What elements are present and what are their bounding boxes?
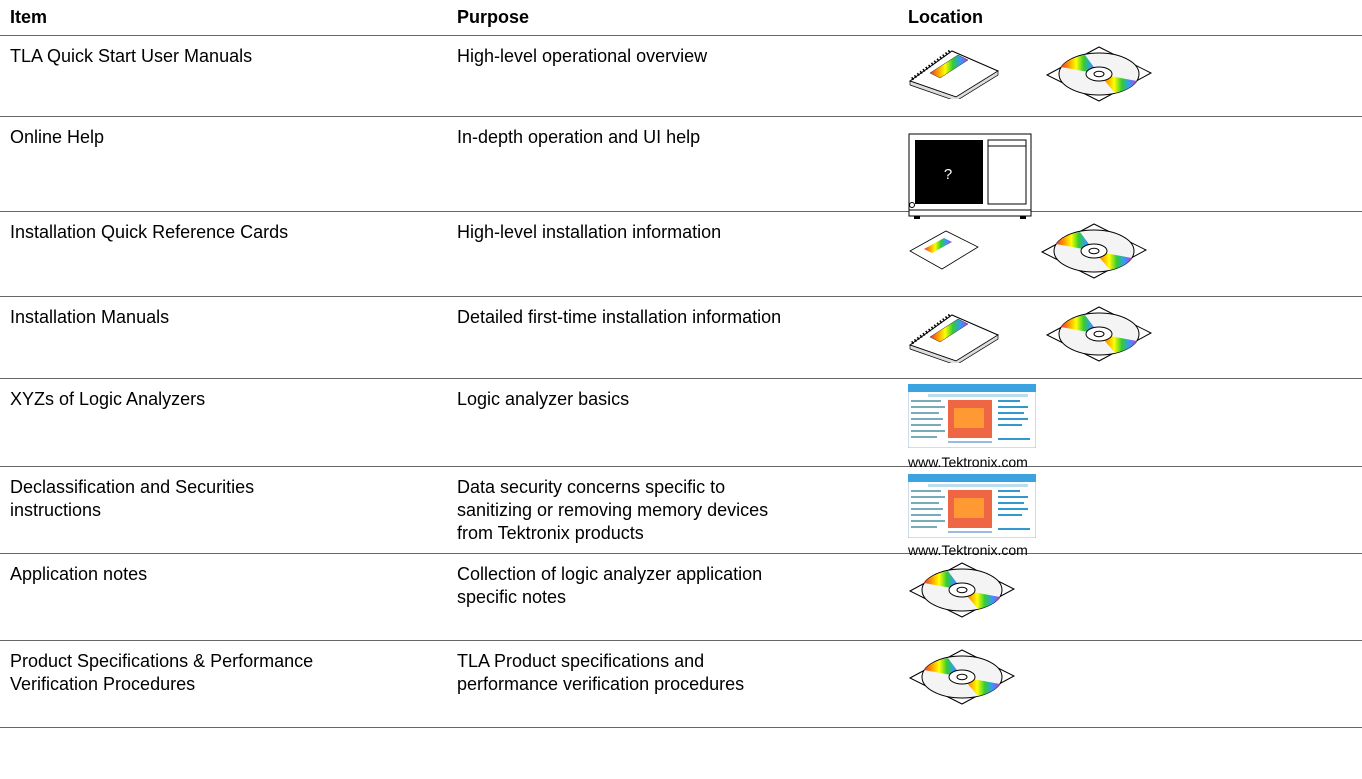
text-line: Product Specifications & Performance xyxy=(10,651,314,671)
location-note: www.Tektronix.com xyxy=(908,542,1028,558)
text-line: sanitizing or removing memory devices xyxy=(457,500,769,520)
purpose-cell: TLA Product specifications and performanc… xyxy=(457,650,744,696)
location-note: www.Tektronix.com xyxy=(908,454,1028,470)
purpose-cell: Collection of logic analyzer application… xyxy=(457,563,762,609)
text-line: Data security concerns specific to xyxy=(457,477,726,497)
text-line: Installation Quick Reference Cards xyxy=(10,222,289,242)
text-line: Installation Manuals xyxy=(10,307,170,327)
manual-icon xyxy=(908,49,1000,99)
row-divider xyxy=(0,211,1362,212)
web-icon xyxy=(908,384,1036,448)
text-line: High-level operational overview xyxy=(457,46,708,66)
text-line: Application notes xyxy=(10,564,148,584)
cd-icon xyxy=(1041,223,1147,279)
text-line: Online Help xyxy=(10,127,105,147)
text-line: Collection of logic analyzer application xyxy=(457,564,763,584)
text-line: XYZs of Logic Analyzers xyxy=(10,389,206,409)
text-line: performance verification procedures xyxy=(457,674,745,694)
row-divider xyxy=(0,466,1362,467)
purpose-cell: In-depth operation and UI help xyxy=(457,126,700,149)
row-divider xyxy=(0,35,1362,36)
text-line: Verification Procedures xyxy=(10,674,196,694)
purpose-cell: High-level operational overview xyxy=(457,45,707,68)
purpose-cell: High-level installation information xyxy=(457,221,721,244)
header-cell: Location xyxy=(908,7,983,27)
row-divider xyxy=(0,116,1362,117)
row-divider xyxy=(0,727,1362,728)
text-line: Declassification and Securities xyxy=(10,477,255,497)
text-line: TLA Quick Start User Manuals xyxy=(10,46,253,66)
text-line: instructions xyxy=(10,500,102,520)
item-cell: XYZs of Logic Analyzers xyxy=(10,388,205,411)
purpose-cell: Logic analyzer basics xyxy=(457,388,629,411)
cd-icon xyxy=(1046,46,1152,102)
text-line: High-level installation information xyxy=(457,222,722,242)
item-cell: Installation Manuals xyxy=(10,306,169,329)
cd-icon xyxy=(909,649,1015,705)
item-cell: Installation Quick Reference Cards xyxy=(10,221,288,244)
text-line: Detailed first-time installation informa… xyxy=(457,307,782,327)
screen-text: ? xyxy=(944,166,952,183)
manual-icon xyxy=(908,313,1000,363)
item-cell: TLA Quick Start User Manuals xyxy=(10,45,252,68)
purpose-cell: Data security concerns specific to saniti… xyxy=(457,476,768,545)
item-cell: Online Help xyxy=(10,126,104,149)
row-divider xyxy=(0,296,1362,297)
text-line: from Tektronix products xyxy=(457,523,644,543)
item-cell: Product Specifications & Performance Veri… xyxy=(10,650,313,696)
purpose-cell: Detailed first-time installation informa… xyxy=(457,306,781,329)
row-divider xyxy=(0,553,1362,554)
text-line: In-depth operation and UI help xyxy=(457,127,701,147)
text-line: TLA Product specifications and xyxy=(457,651,705,671)
web-icon xyxy=(908,474,1036,538)
card-icon xyxy=(909,230,979,270)
text-line: specific notes xyxy=(457,587,567,607)
row-divider xyxy=(0,640,1362,641)
header-cell: Purpose xyxy=(457,7,530,27)
item-cell: Declassification and Securities instructi… xyxy=(10,476,254,522)
monitor-icon: ? xyxy=(908,133,1032,219)
item-cell: Application notes xyxy=(10,563,147,586)
header-cell: Item xyxy=(10,7,48,27)
text-line: Logic analyzer basics xyxy=(457,389,630,409)
cd-icon xyxy=(909,562,1015,618)
cd-icon xyxy=(1046,306,1152,362)
row-divider xyxy=(0,378,1362,379)
